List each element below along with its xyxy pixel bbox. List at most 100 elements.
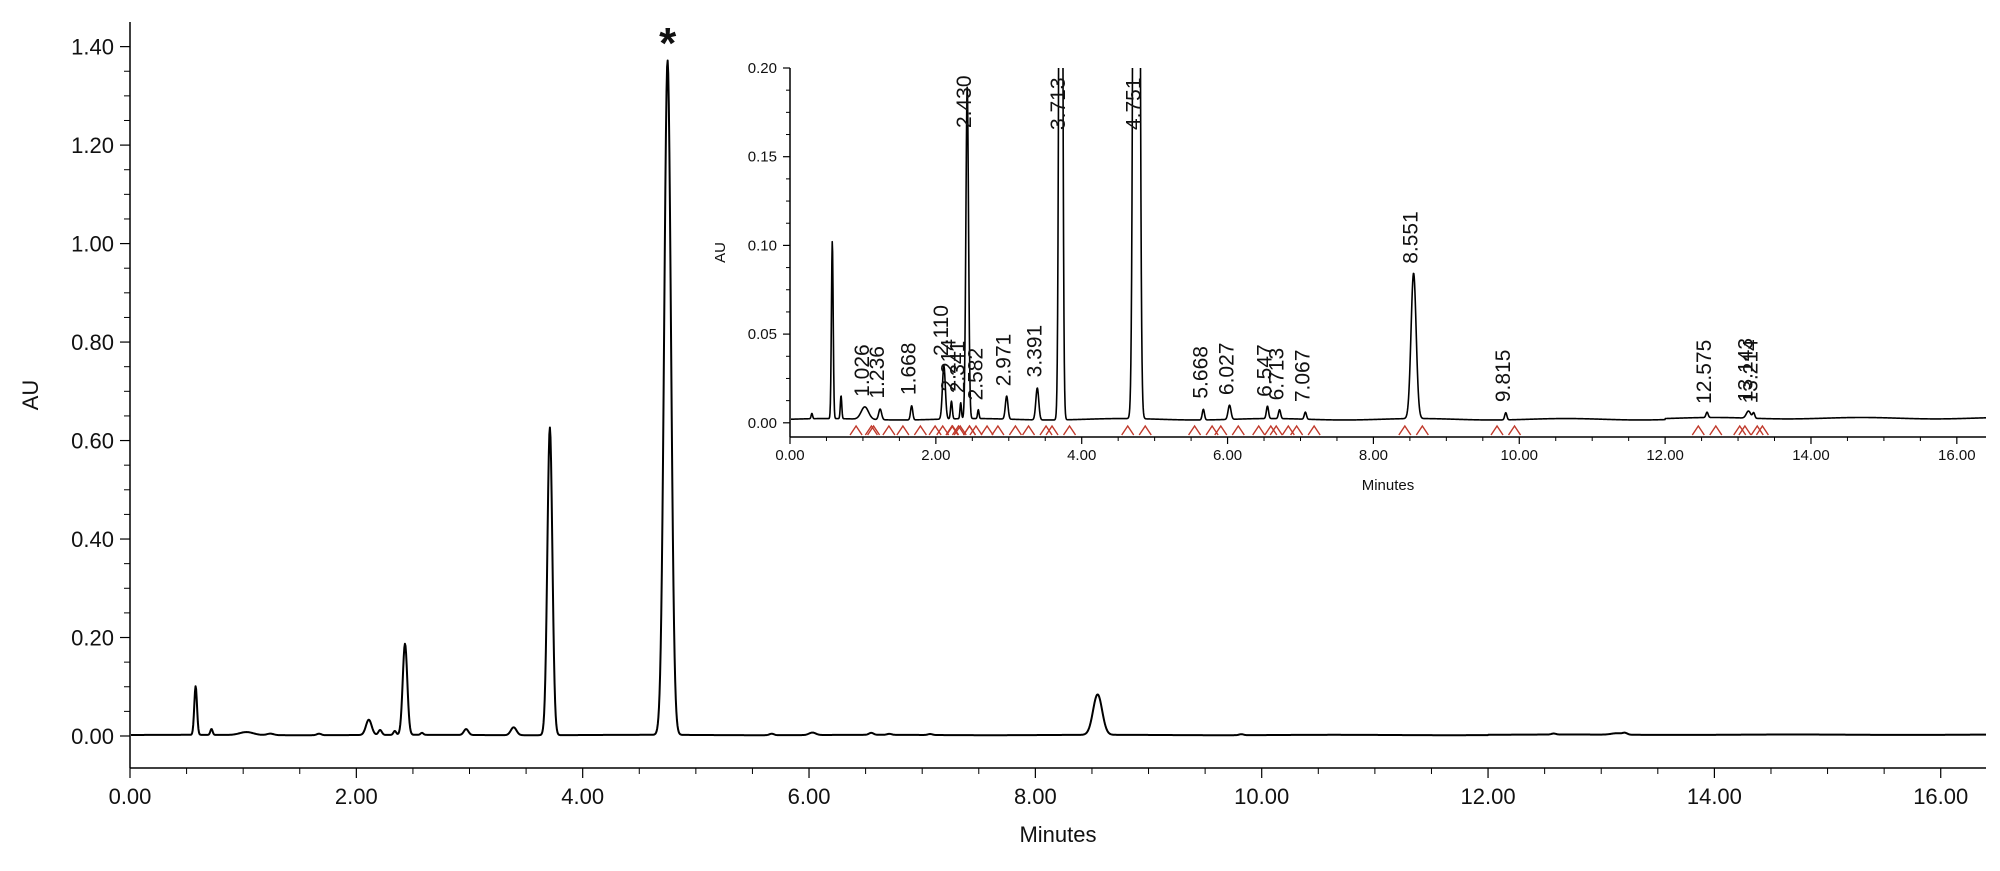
integration-marker	[1231, 424, 1245, 436]
x-tick-label: 0.00	[775, 447, 804, 464]
peak-label: 2.971	[993, 334, 1016, 387]
integration-marker	[1733, 424, 1747, 436]
x-tick-label: 16.00	[1913, 784, 1968, 809]
peak-label: 12.575	[1693, 340, 1716, 404]
y-tick-label: 0.40	[71, 527, 114, 552]
y-tick-label: 0.10	[748, 237, 777, 254]
x-tick-label: 8.00	[1014, 784, 1057, 809]
x-tick-label: 8.00	[1359, 447, 1388, 464]
x-tick-label: 12.00	[1461, 784, 1516, 809]
integration-marker	[1709, 424, 1723, 436]
chromatogram-trace	[791, 68, 1987, 421]
integration-marker	[1121, 424, 1135, 436]
integration-marker	[991, 424, 1005, 436]
peak-label: 8.551	[1400, 211, 1423, 264]
peak-label: 13.143	[1734, 338, 1757, 402]
x-tick-label: 6.00	[788, 784, 831, 809]
y-axis-title: AU	[712, 242, 729, 263]
peak-label: 2.214	[937, 339, 960, 392]
integration-marker	[1290, 424, 1304, 436]
integration-marker	[936, 424, 950, 436]
integration-marker	[1252, 424, 1266, 436]
integration-marker	[882, 424, 896, 436]
x-tick-label: 2.00	[335, 784, 378, 809]
x-tick-label: 16.00	[1938, 447, 1976, 464]
peak-label: 6.713	[1266, 348, 1289, 401]
integration-marker	[1188, 424, 1202, 436]
inset-chromatogram: 0.00 2.00 4.00 6.00 8.00 10.00 12.00 14.00 16.00…	[705, 48, 1995, 508]
peak-label: 6.547	[1253, 344, 1276, 397]
integration-marker	[1045, 424, 1059, 436]
peak-label: 3.391	[1023, 325, 1046, 378]
integration-marker	[1755, 424, 1769, 436]
y-tick-label: 0.20	[71, 626, 114, 651]
x-tick-label: 6.00	[1213, 447, 1242, 464]
integration-marker	[1750, 424, 1764, 436]
peak-label: 1.026	[851, 344, 874, 397]
y-tick-label: 0.00	[748, 415, 777, 432]
peak-label: 6.027	[1216, 343, 1239, 396]
y-tick-label: 0.15	[748, 149, 777, 166]
integration-marker	[1269, 424, 1283, 436]
integration-marker	[1062, 424, 1077, 436]
integration-marker	[1415, 424, 1429, 436]
integration-marker	[962, 424, 977, 436]
integration-marker	[1138, 424, 1152, 436]
integration-marker	[896, 424, 910, 436]
integration-marker	[1039, 424, 1053, 436]
integration-marker	[1021, 424, 1036, 436]
y-tick-label: 0.05	[748, 326, 777, 343]
integration-marker	[864, 424, 878, 436]
y-tick-label: 1.40	[71, 35, 114, 60]
integration-marker	[1008, 424, 1023, 436]
integration-marker	[1307, 424, 1321, 436]
integration-marker	[969, 424, 983, 436]
y-tick-label: 0.00	[71, 724, 114, 749]
peak-label: 2.582	[964, 348, 987, 401]
peak-annotation-asterisk: *	[659, 19, 677, 68]
x-tick-label: 12.00	[1646, 447, 1684, 464]
x-tick-label: 10.00	[1500, 447, 1538, 464]
y-tick-label: 0.20	[748, 60, 777, 77]
y-tick-label: 0.60	[71, 429, 114, 454]
x-axis-title: Minutes	[1019, 822, 1096, 847]
peak-label: 5.668	[1189, 346, 1212, 399]
x-tick-label: 10.00	[1234, 784, 1289, 809]
integration-marker	[1507, 424, 1522, 436]
x-axis-title: Minutes	[1362, 477, 1415, 494]
y-tick-label: 1.00	[71, 232, 114, 257]
peak-label: 4.751	[1122, 77, 1145, 130]
integration-marker	[980, 424, 994, 436]
peak-label: 1.668	[898, 343, 921, 396]
integration-marker	[1490, 424, 1504, 436]
inset-background	[705, 48, 1995, 508]
x-tick-label: 0.00	[109, 784, 152, 809]
y-axis-title: AU	[18, 380, 43, 411]
x-tick-label: 2.00	[921, 447, 950, 464]
integration-marker	[1214, 424, 1228, 436]
x-tick-label: 14.00	[1687, 784, 1742, 809]
peak-label: 2.430	[953, 75, 976, 128]
x-tick-label: 4.00	[561, 784, 604, 809]
integration-marker	[849, 424, 863, 436]
peak-label: 7.067	[1291, 350, 1314, 403]
integration-marker	[866, 424, 881, 436]
x-tick-label: 4.00	[1067, 447, 1096, 464]
integration-marker	[1738, 424, 1752, 436]
peak-label: 9.815	[1492, 350, 1515, 403]
peak-label: 13.214	[1740, 339, 1763, 404]
y-tick-label: 0.80	[71, 330, 114, 355]
peak-label: 3.713	[1047, 77, 1070, 130]
integration-markers	[849, 424, 1769, 436]
peak-label: 2.110	[930, 305, 953, 356]
integration-marker	[945, 424, 959, 436]
integration-marker	[913, 424, 927, 436]
chromatogram-trace	[131, 59, 1987, 737]
integration-marker	[951, 424, 966, 436]
peak-label: 2.341	[947, 341, 970, 394]
x-tick-label: 14.00	[1792, 447, 1830, 464]
main-chromatogram: 0.00 2.00 4.00 6.00 8.00 10.00 12.00 14.00 16.00…	[18, 19, 1987, 847]
peak-label: 1.236	[866, 346, 889, 399]
